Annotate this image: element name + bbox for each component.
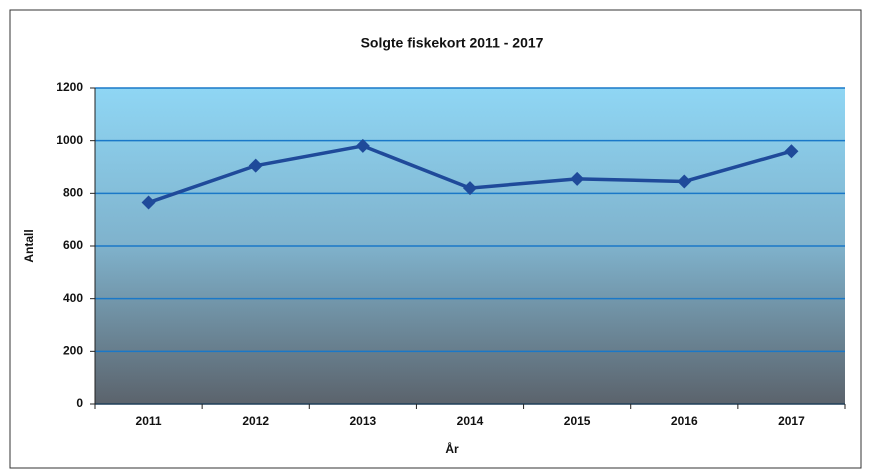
marker bbox=[355, 138, 370, 153]
x-tick-label: 2016 bbox=[671, 414, 698, 428]
y-tick-label: 1200 bbox=[56, 80, 83, 94]
x-tick-label: 2012 bbox=[242, 414, 269, 428]
marker bbox=[677, 174, 692, 189]
marker bbox=[463, 181, 477, 196]
x-tick-label: 2014 bbox=[457, 414, 484, 428]
x-tick-label: 2017 bbox=[778, 414, 805, 428]
y-tick-label: 200 bbox=[63, 344, 83, 358]
chart-title: Solgte fiskekort 2011 - 2017 bbox=[361, 35, 544, 51]
y-tick-label: 600 bbox=[63, 238, 83, 252]
x-tick-label: 2013 bbox=[350, 414, 377, 428]
marker bbox=[570, 171, 585, 186]
x-tick-label: 2015 bbox=[564, 414, 591, 428]
x-axis-label: År bbox=[445, 441, 459, 456]
y-tick-label: 0 bbox=[76, 396, 83, 410]
y-axis-label: Antall bbox=[22, 229, 36, 262]
marker bbox=[784, 144, 799, 159]
x-tick-label: 2011 bbox=[136, 414, 162, 428]
y-tick-label: 400 bbox=[63, 291, 83, 305]
y-tick-label: 1000 bbox=[56, 133, 83, 147]
marker bbox=[248, 158, 263, 173]
marker bbox=[141, 195, 156, 210]
y-tick-label: 800 bbox=[63, 186, 83, 200]
